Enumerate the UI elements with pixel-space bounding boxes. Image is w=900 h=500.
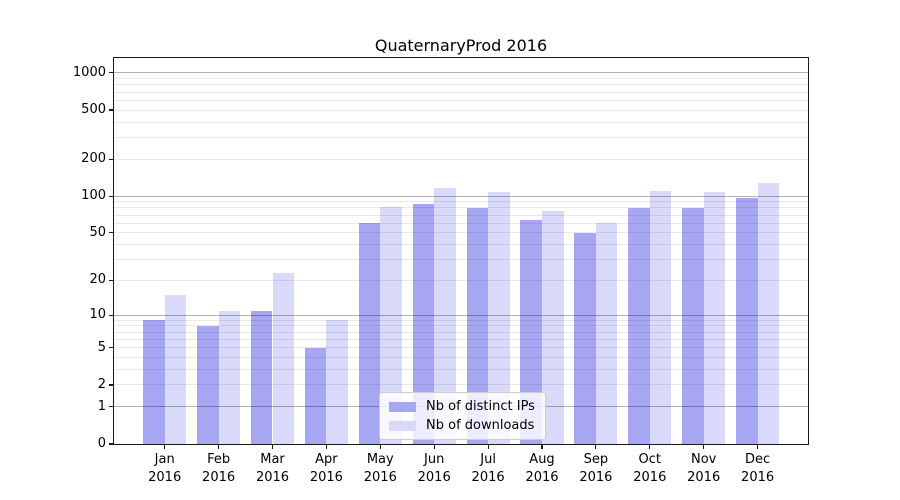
bar-downloads-aug [542,211,564,444]
x-tick-apr [325,444,327,449]
bar-downloads-oct [649,191,672,444]
legend: Nb of distinct IPs Nb of downloads [379,392,546,440]
x-tick-jul [487,444,489,449]
y-tick-label-1: 1 [97,398,106,414]
bar-downloads-feb [218,310,241,444]
y-tick-200 [109,158,114,160]
y-tick-100 [109,195,114,197]
bar-downloads-dec [757,183,780,444]
x-tick-label-dec: Dec 2016 [741,452,775,485]
bar-ips-jan [143,320,165,444]
y-tick-label-2: 2 [97,376,106,392]
x-tick-label-oct: Oct 2016 [633,452,667,485]
x-tick-nov [703,444,705,449]
y-tick-label-500: 500 [81,102,106,118]
y-tick-1000 [109,72,114,74]
bar-downloads-sep [595,223,618,444]
x-tick-label-may: May 2016 [363,452,397,485]
bar-ips-jun [412,203,435,444]
x-tick-label-apr: Apr 2016 [309,452,343,485]
x-tick-label-mar: Mar 2016 [255,452,290,485]
legend-item-distinct-ips: Nb of distinct IPs [389,398,536,415]
x-tick-may [379,444,381,449]
y-tick-20 [109,279,114,282]
y-tick-label-50: 50 [89,224,106,240]
x-tick-mar [271,444,274,449]
bar-downloads-jun [434,187,456,444]
x-tick-label-sep: Sep 2016 [579,452,613,485]
bar-downloads-mar [272,273,295,444]
bar-ips-sep [574,232,596,444]
x-tick-label-jan: Jan 2016 [148,452,182,485]
y-tick-label-200: 200 [81,151,106,167]
y-tick-label-20: 20 [89,272,106,288]
y-tick-label-5: 5 [97,339,106,355]
bar-ips-may [358,223,381,444]
bar-ips-nov [682,207,704,444]
bar-ips-oct [628,207,650,444]
bar-ips-dec [736,198,758,444]
y-tick-5 [109,347,114,349]
bar-downloads-apr [326,320,348,444]
x-tick-jun [433,444,435,449]
y-tick-label-100: 100 [81,188,106,204]
y-tick-label-10: 10 [89,307,106,323]
x-tick-label-nov: Nov 2016 [687,452,721,485]
x-tick-label-feb: Feb 2016 [202,452,236,485]
bar-downloads-may [380,206,402,444]
y-tick-50 [109,232,114,234]
bar-ips-aug [520,219,542,444]
legend-label-distinct-ips: Nb of distinct IPs [426,399,535,414]
bar-ips-feb [197,325,219,444]
legend-label-downloads: Nb of downloads [426,418,535,433]
x-tick-feb [218,444,220,449]
x-tick-label-aug: Aug 2016 [525,452,559,485]
bar-downloads-nov [703,192,726,444]
y-tick-10 [109,314,114,316]
y-tick-500 [109,109,114,111]
x-tick-jan [164,444,166,449]
bar-downloads-jan [164,295,187,444]
y-tick-1 [109,406,114,408]
legend-item-downloads: Nb of downloads [389,417,536,434]
legend-swatch-distinct-ips [389,401,416,412]
chart-title: QuaternaryProd 2016 [374,36,548,55]
x-tick-label-jun: Jun 2016 [417,452,451,485]
x-tick-dec [757,444,759,449]
bar-ips-mar [250,310,273,444]
x-tick-oct [649,444,651,449]
bar-ips-apr [304,347,327,444]
x-tick-label-jul: Jul 2016 [471,452,505,485]
bars-layer [114,58,808,444]
legend-swatch-downloads [389,420,416,431]
y-tick-label-0: 0 [97,436,106,451]
y-tick-0 [109,443,114,445]
y-tick-label-1000: 1000 [72,64,106,80]
x-tick-sep [595,444,597,449]
x-tick-aug [541,444,543,449]
bar-downloads-jul [488,192,510,444]
y-tick-2 [109,384,114,386]
bar-ips-jul [466,207,489,444]
plot-area [113,57,809,445]
